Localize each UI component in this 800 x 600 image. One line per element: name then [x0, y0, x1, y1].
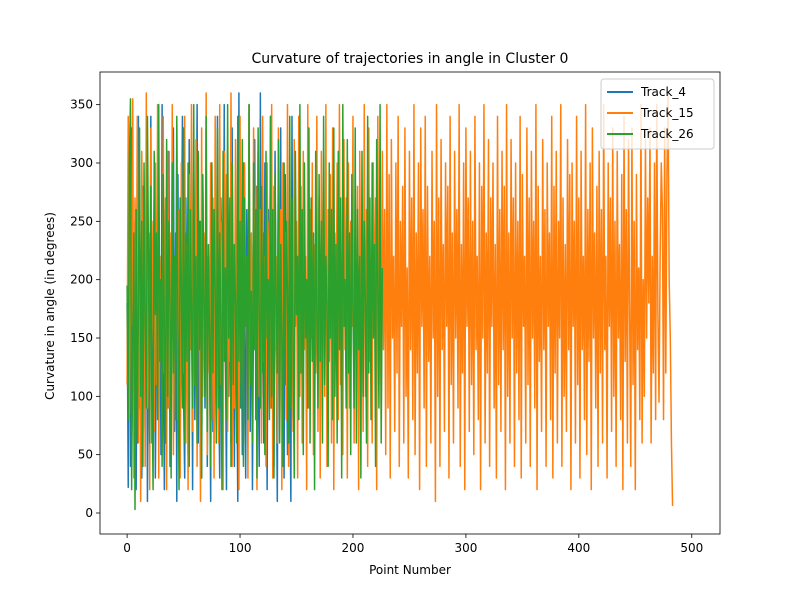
- x-tick-label: 200: [342, 541, 365, 555]
- y-tick-label: 50: [78, 448, 93, 462]
- legend: Track_4 Track_15 Track_26: [600, 78, 715, 150]
- y-tick-label: 350: [70, 98, 93, 112]
- plot-frame: [99, 71, 721, 535]
- y-tick-label: 300: [70, 156, 93, 170]
- y-tick-label: 200: [70, 273, 93, 287]
- x-axis-title: Point Number: [369, 563, 451, 577]
- series-layer: [126, 92, 674, 511]
- y-tick-label: 0: [85, 506, 93, 520]
- legend-label-track-15: Track_15: [640, 106, 694, 120]
- y-tick-label: 100: [70, 389, 93, 403]
- series-line-track-26: [126, 98, 384, 511]
- legend-label-track-26: Track_26: [640, 127, 694, 141]
- axes-layer: 0 100 200 300 400 500 0 50 100 150 200 250 300 350: [70, 71, 721, 555]
- x-tick-label: 400: [567, 541, 590, 555]
- x-tick-label: 0: [123, 541, 131, 555]
- y-tick-label: 150: [70, 331, 93, 345]
- x-tick-label: 500: [680, 541, 703, 555]
- legend-box: [600, 78, 715, 150]
- chart-title: Curvature of trajectories in angle in Cl…: [252, 51, 569, 67]
- legend-label-track-4: Track_4: [640, 85, 686, 99]
- x-tick-label: 300: [454, 541, 477, 555]
- x-tick-label: 100: [229, 541, 252, 555]
- y-tick-label: 250: [70, 214, 93, 228]
- y-axis-title: Curvature in angle (in degrees): [43, 212, 57, 400]
